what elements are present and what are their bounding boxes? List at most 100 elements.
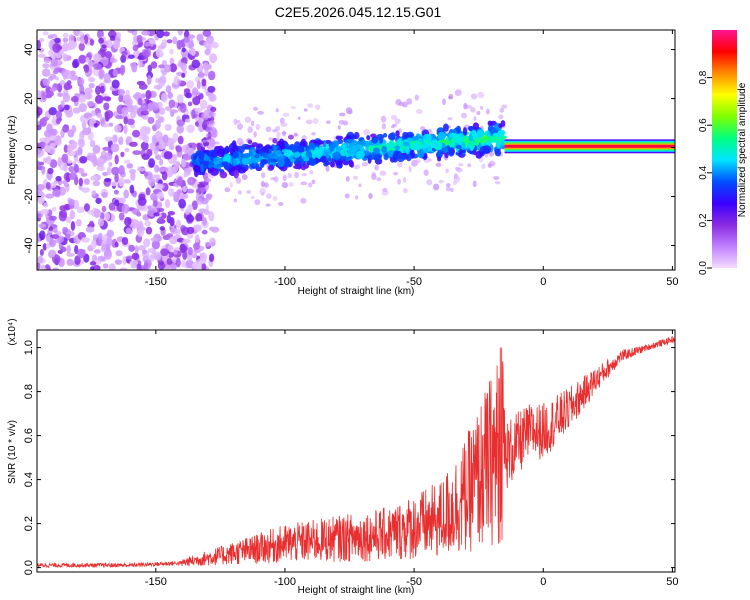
spectrogram-blob [40, 208, 50, 215]
spectrogram-blob [188, 47, 196, 55]
spectrogram-blob [169, 217, 175, 227]
spectrogram-blob [128, 54, 135, 59]
spectrogram-blob [233, 118, 238, 126]
spectrogram-blob [414, 94, 419, 101]
spectrogram-blob [123, 179, 131, 184]
spectrogram-blob [110, 143, 120, 153]
spectrogram-blob [50, 182, 57, 189]
spectrogram-blob [208, 253, 215, 262]
spectrogram-blob [84, 92, 92, 100]
spectrogram-blob [198, 152, 205, 160]
spectrogram-blob [37, 255, 44, 264]
spectrogram-blob [121, 50, 128, 56]
spectrogram-blob [129, 260, 139, 266]
spectrogram-blob [37, 40, 41, 50]
spectrogram-blob [405, 152, 412, 162]
spectrogram-blob [397, 178, 402, 185]
spectrogram-blob [93, 53, 102, 63]
spectrogram-blob [194, 234, 200, 243]
colorbar: 0.0 0.2 0.4 0.6 0.8 Normalized spectral ampl… [698, 30, 748, 275]
spectrogram-blob [292, 152, 301, 158]
spectrogram-blob [201, 263, 207, 270]
spectrogram-blob [379, 170, 387, 176]
spectrogram-blob [142, 249, 148, 255]
spectrogram-blob [164, 199, 171, 209]
spectrogram-blob [201, 78, 207, 87]
spectrogram-blob [187, 204, 194, 213]
spectrogram-blob [164, 124, 172, 131]
spectrogram-blob [89, 139, 96, 148]
spectrogram-blob [265, 203, 271, 207]
spectrogram-blob [108, 263, 116, 270]
spectrogram-blob [49, 249, 56, 258]
spectrogram-blob [246, 190, 251, 194]
spectrogram-blob [42, 243, 47, 251]
spectrogram-blob [52, 42, 61, 53]
spectrogram-blob [46, 146, 51, 153]
spectrogram-blob [297, 116, 301, 120]
spectrogram-blob [109, 57, 118, 63]
spectrogram-blob [69, 210, 76, 220]
snr-ytick-label: 1.0 [23, 340, 35, 355]
spectrogram-blob [93, 63, 102, 70]
spectrogram-blob [213, 158, 222, 164]
spectrogram-blob [285, 158, 291, 168]
spectrogram-blob [91, 176, 98, 181]
spectrogram-blob [282, 174, 287, 182]
spectrogram-blob [97, 232, 103, 241]
spectrogram-blob [450, 141, 456, 147]
spectrogram-blob [132, 150, 142, 156]
snr-yscale-label: (x10⁴) [7, 318, 18, 345]
spectrogram-blob [153, 84, 163, 90]
spectrogram-blob [471, 132, 479, 137]
spectrogram-blob [196, 33, 204, 42]
spectrogram-blob [345, 107, 353, 115]
spectrogram-blob [355, 144, 363, 149]
spectrogram-blob [282, 112, 290, 117]
spectrogram-blob [145, 89, 152, 100]
spectrogram-blob [376, 177, 382, 182]
spectrogram-blob [138, 245, 146, 251]
spectrogram-blob [202, 120, 208, 131]
spectrogram-blob [161, 92, 168, 103]
spectrogram-blob [445, 186, 451, 192]
spectrogram-blob [70, 221, 76, 231]
spectrogram-blob [120, 54, 127, 63]
spectrogram-blob [247, 126, 253, 134]
spectrogram-blob [92, 144, 101, 154]
spectrogram-blob [261, 172, 266, 179]
spectrogram-blob [209, 111, 214, 117]
spectrogram-blob [103, 152, 113, 161]
spectrogram-blob [287, 134, 294, 140]
spectrogram-blob [69, 144, 77, 150]
spectrogram-blob [330, 161, 335, 168]
spectrogram-blob [277, 158, 285, 168]
spectrogram-blob [254, 153, 260, 159]
spectrogram-blob [363, 129, 370, 136]
spectrogram-blob [438, 179, 444, 184]
spectrogram-blob [458, 163, 464, 167]
spectrogram-blob [108, 122, 114, 127]
spectrogram-blob [482, 145, 491, 154]
spectrogram-blob [294, 171, 299, 179]
spectrogram-blob [141, 114, 149, 120]
spectrogram-xtick-label: 50 [666, 276, 678, 288]
spectrogram-blob [37, 261, 41, 270]
spectrogram-blob [302, 156, 310, 162]
spectrogram-line-band [504, 144, 675, 148]
spectrogram-blob [124, 159, 131, 165]
spectrogram-blob [475, 150, 483, 159]
spectrogram-blob [103, 249, 112, 260]
spectrogram-xtick-label: -100 [274, 276, 296, 288]
spectrogram-blob [498, 114, 504, 120]
spectrogram-xtick-label: 0 [540, 276, 546, 288]
spectrogram-blob [117, 89, 126, 96]
spectrogram-blob [157, 191, 164, 200]
spectrogram-blob [154, 183, 164, 190]
spectrogram-blob [54, 37, 61, 44]
spectrogram-blob [210, 106, 217, 113]
spectrogram-blob [253, 106, 258, 111]
spectrogram-blob [48, 226, 54, 231]
colorbar-ticks: 0.0 0.2 0.4 0.6 0.8 [698, 70, 712, 275]
spectrogram-blob [52, 115, 57, 123]
